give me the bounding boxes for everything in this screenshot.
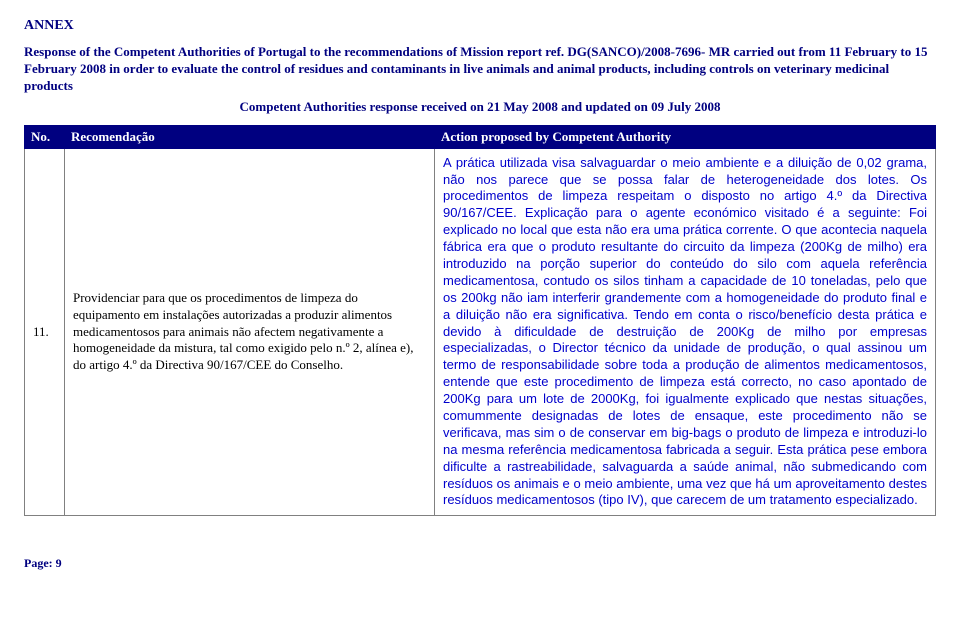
cell-action: A prática utilizada visa salvaguardar o …: [435, 148, 936, 516]
recommendations-table: No. Recomendação Action proposed by Comp…: [24, 125, 936, 517]
cell-no: 11.: [25, 148, 65, 516]
header-paragraph: Response of the Competent Authorities of…: [24, 44, 936, 95]
page-number: Page: 9: [24, 556, 936, 571]
table-row: 11. Providenciar para que os procediment…: [25, 148, 936, 516]
header-received-line: Competent Authorities response received …: [24, 99, 936, 115]
table-header-row: No. Recomendação Action proposed by Comp…: [25, 125, 936, 148]
annex-title: ANNEX: [24, 18, 936, 34]
cell-recomendacao: Providenciar para que os procedimentos d…: [65, 148, 435, 516]
col-header-no: No.: [25, 125, 65, 148]
col-header-recomendacao: Recomendação: [65, 125, 435, 148]
col-header-action: Action proposed by Competent Authority: [435, 125, 936, 148]
